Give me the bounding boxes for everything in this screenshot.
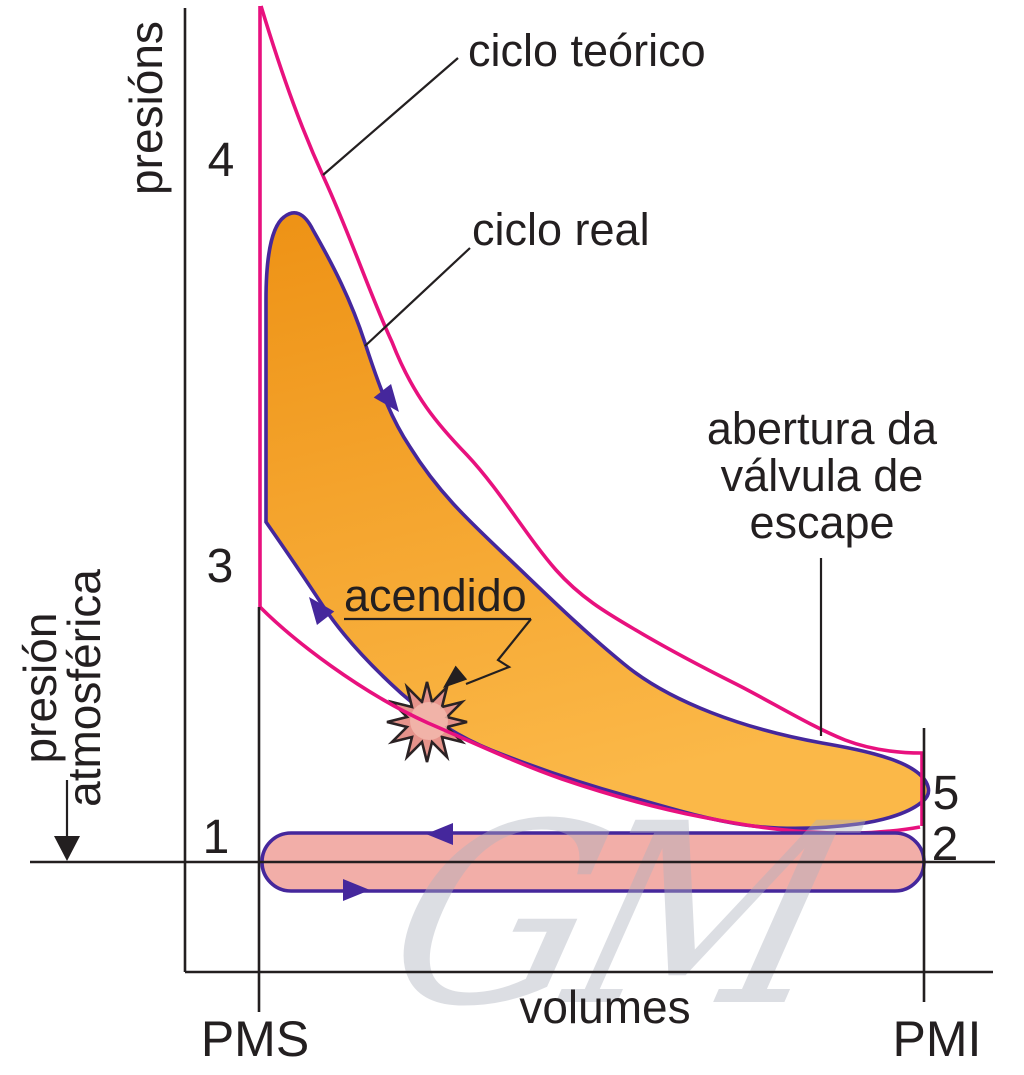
- acendido-arrowhead-icon: [443, 665, 468, 688]
- expansion-arrow-icon: [373, 383, 399, 412]
- theoretical-expansion-curve: [259, 5, 924, 826]
- acendido-bolt-line: [465, 618, 532, 686]
- labels: presións presión atmosférica volumes PMS…: [14, 21, 981, 1067]
- pmi-label: PMI: [893, 1011, 982, 1067]
- star-core: [410, 702, 448, 740]
- y-axis-label: presións: [120, 21, 172, 195]
- x-axis-label: volumes: [519, 981, 690, 1033]
- pointers: [54, 57, 823, 861]
- abertura-label-line2: válvula de: [721, 450, 924, 501]
- exhaust-arrow-icon: [426, 823, 453, 845]
- atm-arrow-icon: [54, 836, 80, 861]
- atm-label-line2: atmosférica: [58, 569, 110, 807]
- point-1-label: 1: [203, 811, 230, 864]
- ciclo-real-label: ciclo real: [472, 204, 650, 255]
- ciclo-teorico-label: ciclo teórico: [468, 25, 706, 76]
- watermark: GM: [363, 770, 879, 1062]
- intake-arrow-icon: [343, 879, 370, 901]
- acendido-label: acendido: [344, 570, 527, 621]
- point-4-label: 4: [208, 134, 235, 187]
- abertura-label-line1: abertura da: [707, 403, 938, 454]
- flow-arrows: [309, 383, 453, 901]
- point-5-label: 5: [933, 767, 960, 820]
- teorico-pointer-line: [322, 57, 459, 176]
- point-3-label: 3: [207, 540, 234, 593]
- compression-arrow-icon: [309, 597, 335, 626]
- point-2-label: 2: [932, 818, 959, 871]
- atm-label-line1: presión: [14, 613, 66, 764]
- axes: [30, 8, 995, 1012]
- pms-label: PMS: [201, 1011, 309, 1067]
- abertura-label-line3: escape: [749, 497, 894, 548]
- real-pointer-line: [364, 247, 471, 347]
